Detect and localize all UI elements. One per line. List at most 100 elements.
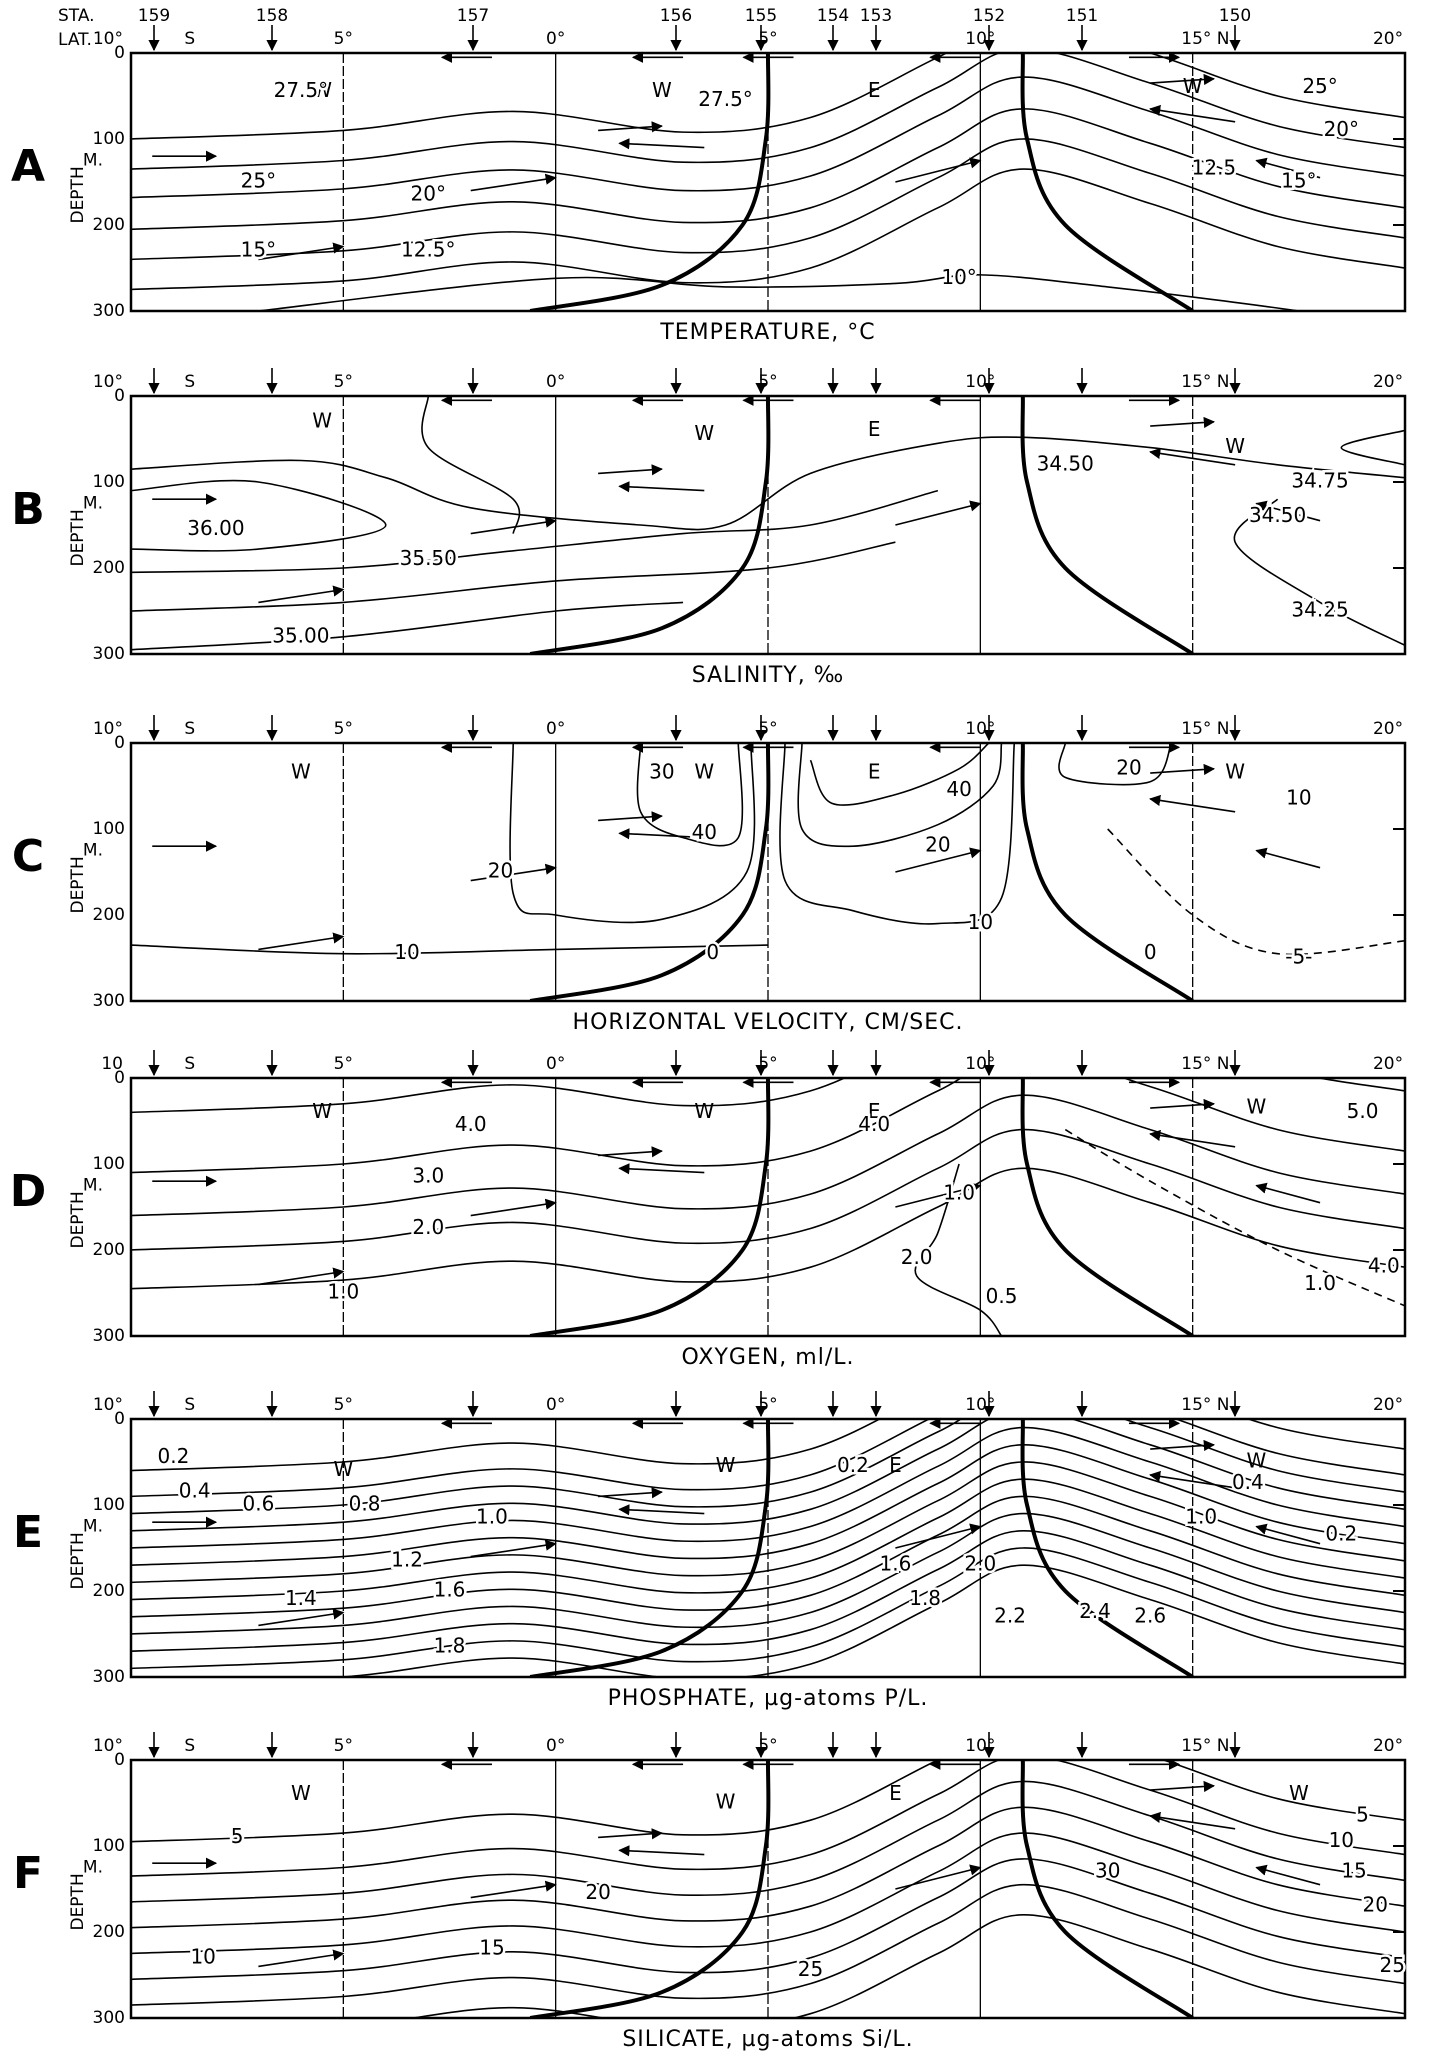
contour-label: 1.0 <box>1304 1271 1336 1295</box>
station-number: 157 <box>457 6 489 26</box>
contour-line <box>131 1419 1405 1472</box>
contour-label: 36.00 <box>187 516 244 540</box>
contour-label: 2.2 <box>994 1603 1026 1627</box>
contour-label: 4.0 <box>1368 1254 1400 1278</box>
contour-label: 27.5° <box>698 87 753 111</box>
depth-tick-label: 300 <box>93 1667 125 1687</box>
contour-label: 0.5 <box>986 1284 1018 1308</box>
contour-label: 5 <box>231 1824 244 1848</box>
latitude-label: S <box>184 719 195 739</box>
contour-label: 2.0 <box>901 1245 933 1269</box>
flow-arrow <box>598 811 663 823</box>
contour-label: 30 <box>1095 1858 1120 1882</box>
contour-label: 25 <box>1380 1953 1405 1977</box>
depth-tick-label: 300 <box>93 1326 125 1346</box>
depth-unit: M. <box>83 1517 103 1537</box>
boundary-line <box>529 1419 771 1677</box>
panel-letter: D <box>10 1166 47 1217</box>
contour-line <box>131 1760 1405 1843</box>
contour-line <box>131 1512 1405 1635</box>
contour-label: 5.0 <box>1347 1099 1379 1123</box>
latitude-label: 10° <box>93 29 123 49</box>
depth-tick-label: 300 <box>93 301 125 321</box>
depth-tick-label: 100 <box>93 129 125 149</box>
latitude-label: 15° N <box>1181 719 1229 739</box>
flow-arrow <box>1149 1470 1236 1489</box>
contours <box>131 396 1405 654</box>
latitude-label: 10 <box>101 1054 123 1074</box>
latitude-label: 15° N <box>1181 1395 1229 1415</box>
latitude-label: 5° <box>334 1054 353 1074</box>
contour-label: 10° <box>941 265 976 289</box>
latitude-label: 10° <box>965 372 995 392</box>
station-number: 158 <box>256 6 288 26</box>
flow-arrow <box>1149 104 1236 123</box>
depth-tick-label: 200 <box>93 1581 125 1601</box>
contour-label: 2.0 <box>964 1552 996 1576</box>
depth-unit: M. <box>83 494 103 514</box>
latitude-label: 5° <box>334 29 353 49</box>
depth-tick-label: 100 <box>93 1836 125 1856</box>
depth-tick-label: 200 <box>93 1922 125 1942</box>
latitude-label: 0° <box>546 29 565 49</box>
depth-tick-label: 0 <box>114 733 125 753</box>
latitude-label: 10° <box>965 1736 995 1756</box>
flow-arrow <box>1149 447 1236 466</box>
contour-label: 20 <box>1116 755 1141 779</box>
depth-label: DEPTH <box>68 1532 88 1589</box>
water-mass-label: W <box>694 760 714 784</box>
contour-label: 20 <box>585 1880 610 1904</box>
depth-unit: M. <box>83 1176 103 1196</box>
water-mass-label: W <box>716 1790 736 1814</box>
contour-line <box>131 1167 1405 1290</box>
contour-label: 1.0 <box>1185 1504 1217 1528</box>
latitude-label: 15° N <box>1181 1736 1229 1756</box>
contour-label: 2.6 <box>1134 1603 1166 1627</box>
water-mass-label: W <box>312 408 332 432</box>
contour-label: 15° <box>241 237 276 261</box>
contour-line <box>809 743 990 806</box>
flow-arrow <box>618 828 705 840</box>
station-number: 151 <box>1066 6 1098 26</box>
contour-label: 4.0 <box>455 1112 487 1136</box>
contour-label: 2.4 <box>1079 1599 1111 1623</box>
water-mass-label: W <box>1246 1449 1266 1473</box>
contour-label: 3.0 <box>412 1163 444 1187</box>
contour-line <box>131 541 896 612</box>
flow-arrow <box>598 1828 663 1840</box>
flow-arrow <box>470 1539 557 1558</box>
contour-label: 20° <box>1324 117 1359 141</box>
contour-label: 12.5° <box>401 237 456 261</box>
latitude-label: 10° <box>93 372 123 392</box>
depth-tick-label: 0 <box>114 1068 125 1088</box>
contour-label: -5- <box>1285 945 1312 969</box>
latitude-label: 10° <box>93 1736 123 1756</box>
station-number: 159 <box>138 6 170 26</box>
depth-tick-label: 200 <box>93 1240 125 1260</box>
contour-label: 1.8 <box>909 1586 941 1610</box>
boundary-line <box>1020 743 1194 1001</box>
flow-arrow <box>618 1845 705 1857</box>
panel-letter: F <box>13 1848 43 1899</box>
contour-line <box>131 1443 1405 1566</box>
contour-label: 10 <box>968 910 993 934</box>
contour-line <box>131 1495 1405 1618</box>
contour-line <box>131 1760 1405 1877</box>
flow-arrow <box>895 157 982 183</box>
contour-line <box>131 53 1405 140</box>
contour-line <box>779 743 1016 925</box>
contour-line <box>131 1780 1405 1903</box>
latitude-label: 20° <box>1373 1395 1403 1415</box>
contour-line <box>131 489 939 574</box>
station-label: STA. <box>58 6 95 26</box>
contour-label: 0.2 <box>1325 1522 1357 1546</box>
contour-label: 0 <box>1144 940 1157 964</box>
latitude-label: 0° <box>546 1736 565 1756</box>
contour-label: 0.6 <box>242 1492 274 1516</box>
contours <box>131 743 1405 1001</box>
contour-line <box>131 1478 1405 1601</box>
